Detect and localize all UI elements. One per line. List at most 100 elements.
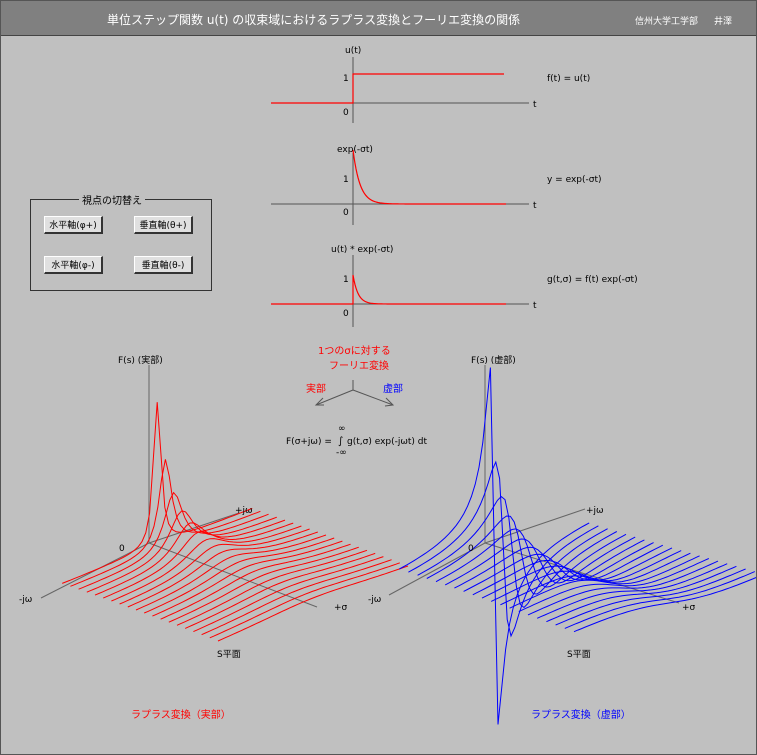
vertical-minus-button[interactable]: 垂直軸(θ-): [134, 256, 193, 274]
integral-lower-limit: -∞: [336, 448, 347, 458]
surface-line: [546, 565, 737, 623]
imag-sigma-axis: [484, 542, 680, 604]
exp-t-label: t: [533, 201, 537, 211]
fourier-formula-lhs: F(σ+jω) =: [286, 437, 332, 447]
surface-line: [217, 565, 409, 642]
surface-line: [144, 537, 335, 614]
integral-sign: ∫: [338, 436, 343, 447]
author-label: 井澤: [714, 17, 733, 27]
surface-line: [168, 546, 359, 623]
view-switch-group: 視点の切替え 水平軸(φ+) 垂直軸(θ+) 水平軸(φ-) 垂直軸(θ-): [30, 192, 212, 291]
product-tick-one: 1: [343, 275, 349, 285]
surface-line: [78, 491, 269, 590]
step-tick-zero: 0: [343, 108, 349, 118]
exp-tick-one: 1: [343, 175, 349, 185]
exp-formula: y = exp(-σt): [547, 175, 602, 185]
fourier-integrand: g(t,σ) exp(-jωt) dt: [347, 437, 428, 447]
surface-line: [573, 577, 756, 633]
imag-jw-neg-label: -jω: [368, 595, 381, 605]
surface-line: [160, 543, 351, 620]
surface-line: [152, 540, 343, 617]
exp-ylabel: exp(-σt): [337, 145, 373, 155]
imag-plane-label: S平面: [567, 649, 591, 660]
surface-line: [127, 531, 318, 608]
surface-line: [176, 549, 368, 626]
diagram-canvas: u(t) 1 0 t f(t) = u(t) exp(-σt) 1 0 t y …: [19, 46, 756, 725]
real-jw-pos-label: +jω: [235, 506, 253, 516]
surface-line: [184, 552, 376, 629]
surface-line: [509, 555, 700, 609]
real-surface-mesh: [62, 402, 409, 642]
fourier-section: 1つのσに対する フーリエ変換 実部 虚部 ∞ F(σ+jω) = ∫ g(t,…: [286, 344, 428, 458]
exp-plot: exp(-σt) 1 0 t y = exp(-σt): [271, 145, 602, 225]
step-plot: u(t) 1 0 t f(t) = u(t): [271, 46, 590, 123]
step-curve: [271, 73, 504, 104]
surface-line: [417, 495, 608, 609]
imag-surface-plot: F(s) (虚部) 0 +jω -jω +σ S平面 ラプラス変換（虚部）: [368, 354, 756, 725]
step-tick-one: 1: [343, 74, 349, 84]
surface-line: [102, 522, 294, 599]
university-label: 信州大学工学部: [635, 17, 699, 27]
fourier-imag-arrow: [352, 389, 394, 406]
surface-line: [119, 528, 310, 605]
surface-line: [398, 367, 590, 725]
imag-jw-pos-label: +jω: [586, 506, 604, 516]
surface-line: [454, 539, 645, 589]
surface-line: [86, 510, 277, 593]
page-title: 単位ステップ関数 u(t) の収束域におけるラプラス変換とフーリエ変換の関係: [107, 13, 521, 27]
fourier-caption-2: フーリエ変換: [329, 359, 389, 372]
imag-surface-mesh: [398, 367, 756, 725]
horizontal-minus-button[interactable]: 水平軸(φ-): [44, 256, 103, 274]
view-switch-legend: 視点の切替え: [79, 192, 145, 207]
real-caption: ラプラス変換（実部）: [131, 708, 231, 721]
surface-line: [527, 560, 719, 616]
surface-line: [518, 558, 710, 612]
surface-line: [193, 556, 384, 633]
real-sigma-axis: [148, 542, 318, 608]
surface-line: [500, 552, 691, 606]
fourier-caption-1: 1つのσに対する: [318, 344, 391, 357]
surface-line: [490, 550, 682, 602]
surface-line: [111, 525, 302, 602]
surface-line: [564, 571, 755, 629]
surface-line: [426, 515, 618, 595]
surface-line: [62, 402, 253, 584]
product-plot: u(t) * exp(-σt) 1 0 t g(t,σ) = f(t) exp(…: [271, 245, 638, 327]
exp-tick-zero: 0: [343, 208, 349, 218]
real-surface-plot: F(s) (実部) 0 +jω -jω +σ S平面 ラプラス変換（実部）: [19, 354, 409, 721]
product-t-label: t: [533, 301, 537, 311]
fourier-imag-arrowhead: [384, 397, 395, 407]
step-ylabel: u(t): [345, 46, 361, 56]
real-jw-neg-label: -jω: [19, 595, 32, 605]
vertical-plus-button[interactable]: 垂直軸(θ+): [134, 216, 193, 234]
real-sigma-label: +σ: [334, 603, 348, 613]
product-formula: g(t,σ) = f(t) exp(-σt): [547, 275, 638, 285]
imag-zlabel: F(s) (虚部): [471, 354, 516, 366]
surface-line: [463, 542, 654, 592]
product-curve: [271, 274, 506, 305]
fourier-real-arrow: [315, 389, 354, 406]
real-zlabel: F(s) (実部): [118, 354, 163, 366]
real-plane-label: S平面: [217, 649, 241, 660]
fourier-imag-label: 虚部: [383, 382, 403, 395]
surface-line: [70, 459, 261, 587]
real-origin-label: 0: [119, 544, 125, 554]
surface-line: [536, 563, 728, 619]
fourier-real-arrowhead: [314, 397, 324, 406]
horizontal-plus-button[interactable]: 水平軸(φ+): [44, 216, 103, 234]
surface-line: [209, 562, 400, 639]
integral-upper-limit: ∞: [338, 424, 346, 434]
fourier-real-label: 実部: [306, 382, 326, 395]
surface-line: [94, 519, 286, 596]
product-ylabel: u(t) * exp(-σt): [331, 245, 393, 255]
surface-line: [201, 559, 392, 636]
surface-line: [555, 568, 746, 626]
imag-caption: ラプラス変換（虚部）: [531, 708, 631, 721]
real-jw-pos-axis: [148, 512, 240, 544]
step-formula: f(t) = u(t): [547, 74, 590, 84]
surface-line: [135, 534, 327, 611]
surface-line: [435, 528, 627, 588]
title-bar: 単位ステップ関数 u(t) の収束域におけるラプラス変換とフーリエ変換の関係 信…: [1, 1, 756, 36]
product-tick-zero: 0: [343, 309, 349, 319]
